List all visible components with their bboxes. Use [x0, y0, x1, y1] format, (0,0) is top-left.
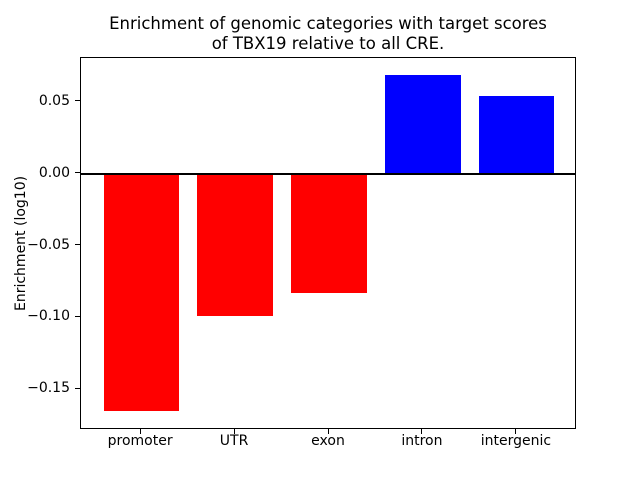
plot-area [80, 57, 576, 429]
y-tick-mark [75, 172, 80, 174]
bar-UTR [197, 173, 273, 316]
y-tick-label: 0.05 [38, 92, 70, 109]
y-tick-label: −0.10 [27, 308, 70, 325]
y-tick-mark [75, 244, 80, 245]
x-tick-mark [139, 429, 141, 434]
bar-promoter [103, 173, 179, 411]
y-tick-mark [75, 315, 80, 317]
y-tick-label: −0.15 [27, 380, 70, 397]
x-tick-label-intron: intron [401, 433, 443, 449]
zero-line [81, 172, 575, 175]
x-tick-mark [515, 429, 517, 434]
x-tick-mark [327, 429, 329, 434]
x-tick-label-intergenic: intergenic [480, 433, 552, 449]
x-tick-label-UTR: UTR [219, 433, 249, 449]
bar-intron [385, 74, 461, 174]
y-tick-mark [75, 100, 80, 102]
y-tick-label: 0.00 [38, 164, 70, 181]
y-tick-label: −0.05 [27, 236, 70, 253]
x-tick-label-exon: exon [311, 433, 345, 449]
chart-title: Enrichment of genomic categories with ta… [109, 14, 547, 53]
y-tick-mark [75, 387, 80, 389]
bar-intergenic [479, 96, 555, 174]
bar-exon [291, 173, 367, 293]
x-tick-mark [421, 429, 423, 434]
x-tick-label-promoter: promoter [107, 433, 173, 449]
x-tick-mark [233, 429, 235, 434]
